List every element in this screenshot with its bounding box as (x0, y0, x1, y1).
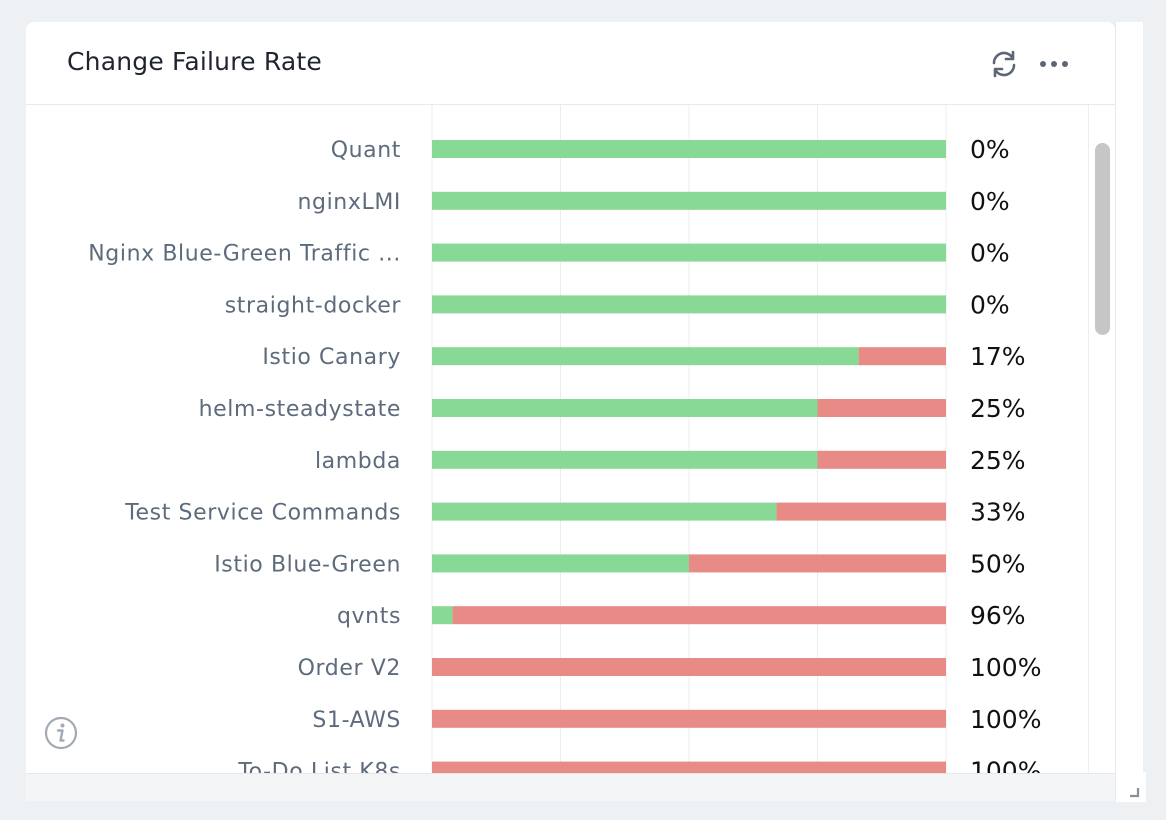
bar-segment-success (432, 347, 859, 366)
value-label: 0% (970, 135, 1010, 164)
bar-segment-failure (452, 606, 946, 625)
category-label: Nginx Blue-Green Traffic ... (88, 242, 401, 267)
bar-segment-success (432, 554, 689, 573)
bar-segment-failure (432, 658, 946, 676)
category-label: straight-docker (225, 293, 402, 318)
more-options-icon[interactable] (1038, 55, 1072, 77)
change-failure-rate-widget: Change Failure Rate Quant 0% nginxLMI 0% Ngi… (26, 22, 1115, 801)
bar-segment-failure (432, 761, 946, 773)
value-label: 0% (970, 290, 1010, 319)
category-label: S1-AWS (312, 708, 401, 733)
widget-gutter (1115, 22, 1143, 800)
widget-title: Change Failure Rate (67, 47, 322, 76)
category-label: Quant (331, 138, 401, 163)
bar-segment-success (432, 191, 946, 210)
bar-segment-success (432, 606, 453, 625)
bar-segment-success (432, 399, 818, 417)
value-label: 96% (970, 601, 1026, 630)
category-label: Order V2 (298, 656, 401, 681)
category-label: helm-steadystate (199, 397, 401, 422)
value-label: 33% (970, 498, 1026, 527)
bar-segment-success (432, 243, 946, 262)
category-label: To-Do List K8s (237, 760, 401, 773)
bar-segment-success (432, 450, 818, 469)
bar-segment-failure (817, 450, 946, 469)
resize-handle-icon[interactable] (1116, 772, 1146, 802)
value-label: 50% (970, 549, 1026, 578)
bar-chart: Quant 0% nginxLMI 0% Nginx Blue-Green Traffi… (88, 105, 1041, 773)
category-label: Istio Canary (262, 345, 401, 370)
widget-header: Change Failure Rate (26, 22, 1115, 105)
chart-area: Quant 0% nginxLMI 0% Nginx Blue-Green Traffi… (26, 105, 1115, 773)
value-label: 17% (970, 342, 1026, 371)
bar-segment-success (432, 295, 946, 314)
category-label: qvnts (337, 604, 401, 629)
category-label: lambda (315, 449, 401, 474)
refresh-icon[interactable] (988, 48, 1020, 84)
value-label: 100% (970, 653, 1041, 682)
category-label: Istio Blue-Green (214, 552, 401, 577)
widget-footer (26, 773, 1115, 801)
bar-segment-failure (432, 709, 946, 728)
value-label: 0% (970, 239, 1010, 268)
bar-segment-failure (689, 554, 946, 573)
bar-segment-failure (858, 347, 946, 366)
category-label: nginxLMI (297, 190, 401, 215)
bar-segment-success (432, 140, 946, 158)
bar-segment-success (432, 502, 777, 521)
value-label: 25% (970, 446, 1026, 475)
value-label: 100% (970, 705, 1041, 734)
info-icon[interactable] (44, 716, 78, 754)
bar-segment-failure (776, 502, 946, 521)
bar-segment-failure (817, 399, 946, 417)
value-label: 0% (970, 187, 1010, 216)
value-label: 100% (970, 757, 1041, 773)
category-label: Test Service Commands (124, 501, 401, 526)
value-label: 25% (970, 394, 1026, 423)
scrollbar-thumb[interactable] (1095, 143, 1110, 335)
